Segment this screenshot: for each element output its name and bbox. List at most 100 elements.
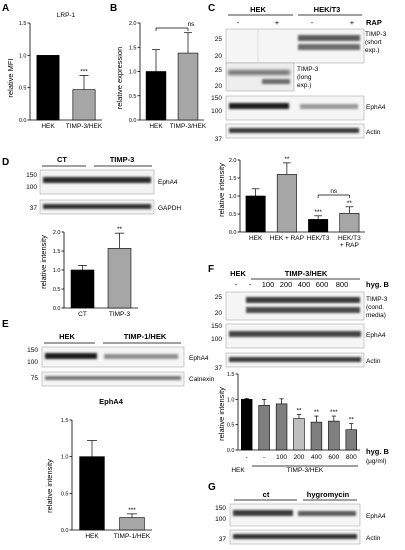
chartC-bar-1 [276, 174, 297, 233]
panel-c-timp3-short-marker-25: 25 [215, 36, 223, 43]
chartB-ytick-label: 1.0 [129, 70, 137, 76]
chartF-sig-5: *** [330, 409, 338, 416]
chartA-ytick-label: 0.5 [19, 86, 27, 92]
panel-b-chart: 0.0 0.5 1.0 1.5 2.0 HEK TIMP-3/HEK ns [129, 21, 207, 130]
panel-a-chart: 0.0 0.5 1.0 1.5 HEK *** TIMP-3/HEK [19, 21, 103, 130]
panel-f-dose-top-6: 800 [336, 280, 349, 289]
panel-d-blot-gapdh: GAPDH 37 [30, 199, 181, 215]
panel-c: C HEK HEK/T3 - + - + RAP TIMP-3 (short e… [208, 3, 387, 249]
panel-c-rap-sign-3: - [311, 18, 314, 27]
chartC-ytick-label: 0.5 [229, 212, 237, 218]
chartC-xlabel-1: HEK + RAP [270, 235, 304, 242]
chartF-ytick-label: 1.0 [227, 397, 235, 403]
panel-b-sig: ns [188, 21, 196, 28]
panel-d-group-timp3: TIMP-3 [110, 155, 135, 164]
chartF-bar-1 [258, 405, 270, 451]
panel-f-dose-top-5: 600 [316, 280, 329, 289]
chartF-bar-0 [241, 399, 253, 451]
panel-c-timp3-short-label-3: exp.) [365, 47, 379, 54]
chartF-bar-3 [293, 418, 305, 451]
panel-f-epha4-label: EphA4 [366, 332, 386, 339]
panel-a-label: A [2, 3, 9, 14]
panel-a: A LRP-1 relative MFI 0.0 0.5 1.0 1.5 HEK *** T… [2, 3, 103, 130]
panel-c-epha4-marker-100: 100 [211, 108, 222, 115]
chartD-ytick-label: 1.5 [53, 249, 61, 255]
panel-f-bottom-group-timp3: TIMP-3/HEK [287, 467, 324, 474]
panel-c-rap-sign-1: - [237, 18, 240, 27]
chartC-bar-2 [308, 219, 329, 233]
panel-e-chart: 0.0 0.5 1.0 1.5 HEK *** TIMP-1/HEK [61, 418, 152, 540]
panel-e-group-timp1: TIMP-1/HEK [124, 332, 167, 341]
chartE-ytick-label: 0.5 [61, 491, 69, 497]
chartB-ytick-label: 0.5 [129, 94, 137, 100]
panel-d-gapdh-marker-37: 37 [30, 205, 38, 212]
chartC-ytick-label: 1.0 [229, 194, 237, 200]
panel-f-epha4-marker-150: 150 [211, 323, 222, 330]
panel-g-blot-epha4: EphA4 150 100 [215, 503, 386, 527]
panel-c-timp3-long-label-3: exp.) [297, 82, 311, 89]
panel-c-chart: 0.0 0.5 1.0 1.5 2.0 HEK ** HEK + RAP *** HEK/T3 **… [229, 156, 365, 249]
chartB-bar-1 [177, 52, 199, 121]
panel-f-ylabel: relative intensity [217, 387, 226, 441]
panel-f-dose-bottom-1: - [263, 454, 265, 461]
chartA-ytick-label: 0.0 [19, 118, 27, 124]
panel-g-label: G [208, 482, 216, 493]
panel-c-epha4-label: EphA4 [366, 104, 386, 111]
panel-c-blot-epha4: EphA4 150 100 [211, 95, 386, 121]
chartA-ytick-label: 1.0 [19, 53, 27, 59]
panel-c-timp3-long-marker-25: 25 [215, 67, 223, 74]
panel-f-dose-bottom-0: - [246, 454, 248, 461]
panel-f-bottom-group-hek: HEK [231, 467, 245, 474]
panel-f-actin-label: Actin [366, 358, 381, 365]
chartD-ytick-label: 2.0 [53, 230, 61, 236]
panel-d-label: D [2, 157, 9, 168]
panel-f-dose-top-4: 400 [298, 280, 311, 289]
panel-d-chart: 0.0 0.5 1.0 1.5 2.0 CT ** TIMP-3 [53, 226, 138, 318]
chartC-sig-2: *** [314, 209, 322, 216]
chartA-bar-0 [36, 55, 60, 121]
chartE-xlabel-0: HEK [85, 533, 99, 540]
chartB-xlabel-0: HEK [149, 123, 163, 130]
panel-e-calnexin-marker-75: 75 [31, 375, 39, 382]
panel-f-blot-timp3: TIMP-3 (cond. media) 25 20 [215, 291, 388, 321]
panel-f-bottom-hygb-unit: (µg/ml) [366, 458, 386, 465]
panel-f-actin-marker-37: 37 [215, 365, 223, 372]
panel-d-epha4-marker-150: 150 [26, 172, 37, 179]
chartE-xlabel-1: TIMP-1/HEK [114, 533, 151, 540]
panel-c-timp3-long-label-1: TIMP-3 [297, 66, 319, 73]
chartB-ytick-label: 2.0 [129, 21, 137, 27]
panel-e-epha4-marker-100: 100 [27, 359, 38, 366]
panel-c-timp3-short-label-1: TIMP-3 [365, 31, 387, 38]
panel-f-dose-bottom-6: 800 [346, 454, 357, 461]
chartA-xlabel-0: HEK [41, 123, 55, 130]
chartE-sig-1: *** [128, 507, 136, 514]
panel-f-dose-row-top: - - 100 200 400 600 800 [235, 280, 349, 289]
panel-a-title: LRP-1 [57, 12, 76, 19]
panel-c-timp3-short-marker-20: 20 [215, 53, 223, 60]
chartB-bar-0 [145, 71, 167, 121]
panel-e-epha4-label: EphA4 [189, 355, 209, 362]
panel-f-label: F [208, 264, 214, 275]
chartB-ytick-label: 1.5 [129, 45, 137, 51]
chartC-bar-3 [339, 212, 360, 233]
chartC-xlabel-3: HEK/T3 [338, 235, 361, 242]
chartB-xlabel-1: TIMP-3/HEK [170, 123, 207, 130]
panel-f-timp3-label-2: (cond. [366, 304, 384, 311]
panel-a-ylabel: relative MFI [6, 58, 15, 97]
panel-f-dose-top-2: 100 [262, 280, 275, 289]
chartD-ytick-label: 1.0 [53, 268, 61, 274]
panel-f-epha4-marker-100: 100 [211, 336, 222, 343]
panel-f-dose-top-3: 200 [280, 280, 293, 289]
chartF-bar-6 [345, 429, 357, 451]
panel-d-group-ct: CT [57, 155, 67, 164]
chartF-ytick-label: 0.0 [227, 448, 235, 454]
panel-f-dose-bottom-2: 100 [276, 454, 287, 461]
panel-g: G ct hygromycin EphA4 150 100 Actin 37 [208, 482, 386, 545]
panel-f-dose-bottom-4: 400 [311, 454, 322, 461]
panel-f-timp3-marker-20: 20 [215, 310, 223, 317]
panel-f-group-hek: HEK [230, 269, 246, 278]
panel-c-ns-label: ns [330, 188, 338, 195]
panel-c-timp3-short-label-2: (short [365, 39, 382, 46]
panel-f-dose-bottom-5: 600 [328, 454, 339, 461]
panel-f-timp3-label-3: media) [366, 312, 386, 319]
